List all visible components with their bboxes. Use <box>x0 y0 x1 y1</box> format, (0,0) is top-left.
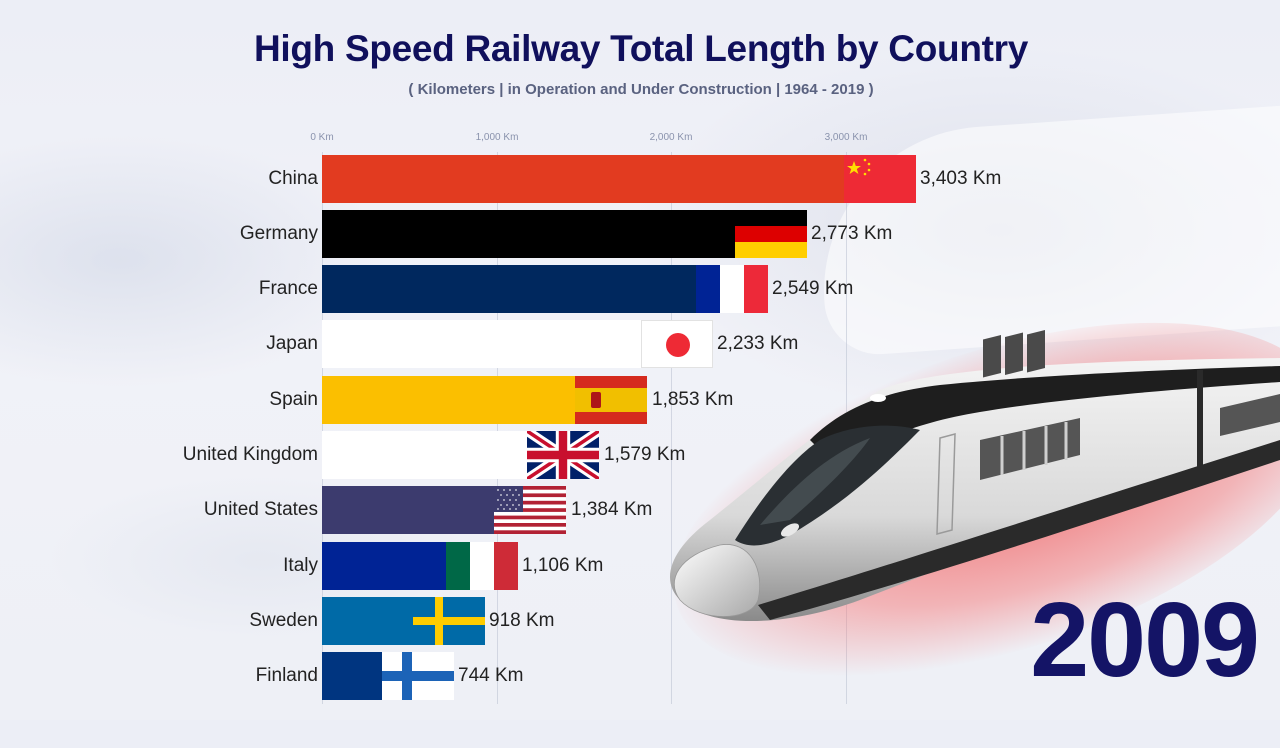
bar-finland <box>322 652 454 700</box>
value-label: 3,403 Km <box>920 168 1002 189</box>
value-label: 1,106 Km <box>522 555 604 576</box>
bar-france <box>322 265 768 313</box>
x-tick-3000: 3,000 Km <box>824 132 868 143</box>
value-label: 1,853 Km <box>652 389 734 410</box>
value-label: 2,773 Km <box>811 223 893 244</box>
bar-row-spain: Spain 1,853 Km <box>0 376 1280 424</box>
coat-of-arms-icon <box>591 392 601 408</box>
value-label: 2,549 Km <box>772 278 854 299</box>
country-label: United Kingdom <box>182 444 318 465</box>
bar-row-sweden: Sweden 918 Km <box>0 597 1280 645</box>
x-tick-1000: 1,000 Km <box>475 132 519 143</box>
bar-row-united-kingdom: United Kingdom 1,579 Km <box>0 431 1280 479</box>
bar-row-china: China 3,403 Km <box>0 155 1280 203</box>
value-label: 744 Km <box>458 665 524 686</box>
bar-japan <box>322 320 713 368</box>
bar-sweden <box>322 597 485 645</box>
train-illustration <box>670 330 1280 622</box>
bar-spain <box>322 376 647 424</box>
bar-united-states <box>322 486 566 534</box>
x-tick-0: 0 Km <box>310 132 334 143</box>
germany-flag-icon <box>735 210 807 258</box>
bar-row-united-states: United States <box>0 486 1280 534</box>
bar-row-france: France 2,549 Km <box>0 265 1280 313</box>
country-label: Spain <box>269 389 318 410</box>
chart-subtitle: ( Kilometers | in Operation and Under Co… <box>408 81 874 98</box>
bar-row-italy: Italy 1,106 Km <box>0 542 1280 590</box>
sun-disc-icon <box>666 333 690 357</box>
value-label: 918 Km <box>489 610 555 631</box>
country-label: United States <box>203 499 318 520</box>
chart-title: High Speed Railway Total Length by Count… <box>253 28 1029 69</box>
bar-united-kingdom <box>322 431 599 479</box>
bar-row-finland: Finland 744 Km <box>0 652 1280 700</box>
country-label: Sweden <box>249 610 318 631</box>
bar-italy <box>322 542 518 590</box>
usa-flag-icon <box>494 486 566 534</box>
year-indicator: 2009 <box>1030 581 1260 699</box>
gridline <box>497 152 498 704</box>
x-tick-2000: 2,000 Km <box>649 132 693 143</box>
country-label: Germany <box>239 223 318 244</box>
country-label: Japan <box>266 333 318 354</box>
train-image <box>630 252 1280 748</box>
bar-germany <box>322 210 807 258</box>
china-flag-icon <box>844 155 916 203</box>
japan-flag-icon <box>641 320 713 368</box>
sweden-flag-icon <box>413 597 485 645</box>
uk-flag-icon <box>527 431 599 479</box>
italy-flag-icon <box>446 542 518 590</box>
value-label: 1,384 Km <box>571 499 653 520</box>
country-label: Italy <box>283 555 318 576</box>
gridline <box>671 152 672 704</box>
france-flag-icon <box>696 265 768 313</box>
bar-row-germany: Germany 2,773 Km <box>0 210 1280 258</box>
star-icon <box>847 158 871 176</box>
country-label: Finland <box>255 665 318 686</box>
spain-flag-icon <box>575 376 647 424</box>
gridline <box>322 152 323 704</box>
bar-row-japan: Japan 2,233 Km <box>0 320 1280 368</box>
finland-flag-icon <box>382 652 454 700</box>
bar-china <box>322 155 916 203</box>
country-label: China <box>268 168 318 189</box>
value-label: 2,233 Km <box>717 333 799 354</box>
country-label: France <box>258 278 318 299</box>
value-label: 1,579 Km <box>604 444 686 465</box>
